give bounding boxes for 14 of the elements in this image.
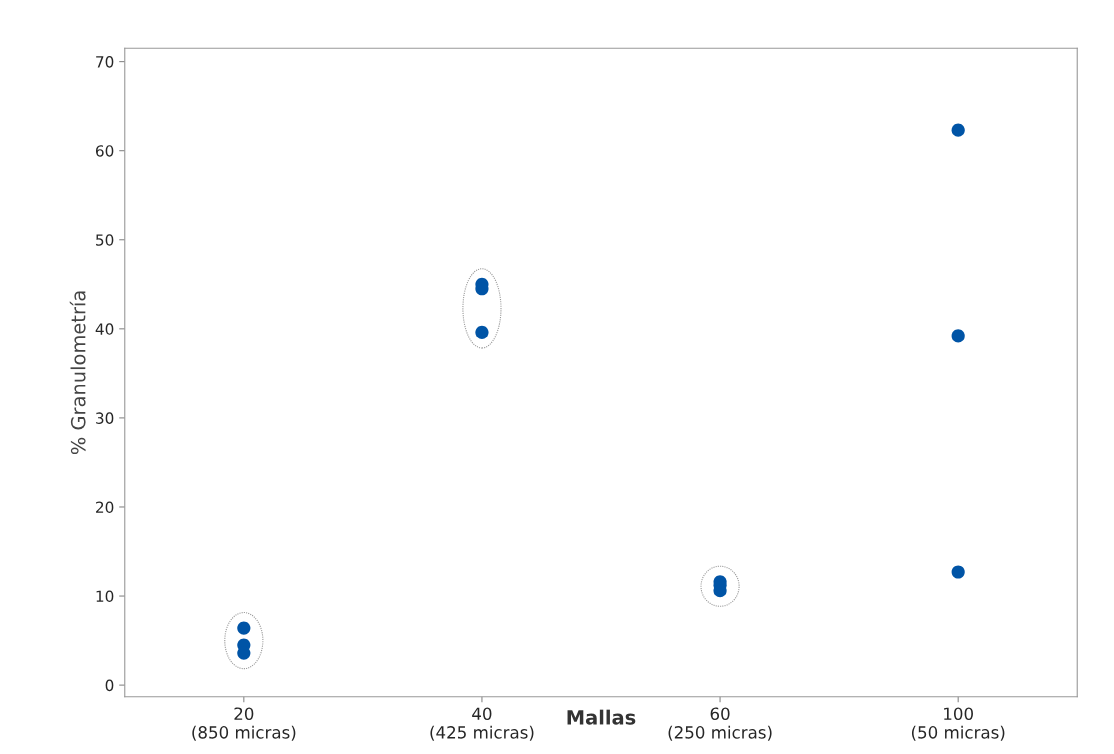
- y-tick-label: 30: [96, 412, 114, 424]
- y-tick-label: 0: [105, 679, 114, 692]
- y-tick-label: 20: [96, 501, 114, 513]
- x-axis-title: Mallas: [567, 709, 636, 725]
- x-tick-label: 60 (250 micras): [668, 707, 772, 741]
- x-tick-label: 20 (850 micras): [192, 707, 296, 741]
- y-tick-label: 60: [95, 145, 114, 157]
- y-tick-label: 40: [95, 323, 114, 335]
- y-tick-label: 50: [96, 234, 114, 246]
- x-tick-label: 40 (425 micras): [430, 707, 534, 741]
- y-axis-title: % Granulometría: [69, 291, 86, 455]
- y-tick-label: 70: [96, 56, 114, 68]
- y-tick-label: 10: [96, 590, 114, 603]
- x-tick-label: 100 (50 micras): [911, 707, 1005, 741]
